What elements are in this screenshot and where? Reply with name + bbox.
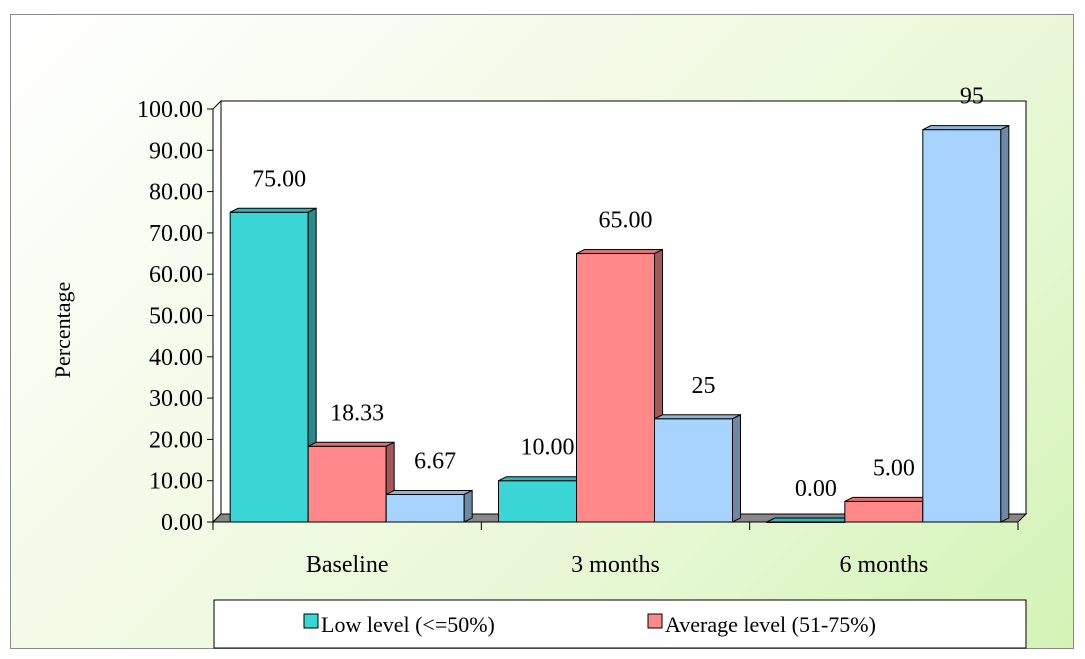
bar-front (654, 418, 733, 523)
bar (229, 207, 317, 523)
bar-top (307, 441, 395, 447)
legend: Low level (<=50%) Average level (51-75%) (213, 599, 1027, 649)
data-label: 75.00 (252, 166, 306, 192)
bar-top (922, 125, 1010, 131)
y-tick-label: 50.00 (149, 304, 203, 330)
y-tick-label: 0.00 (161, 510, 203, 536)
bar (922, 124, 1010, 523)
legend-swatch-low (303, 613, 319, 629)
bar-top (385, 489, 473, 495)
y-tick-label: 10.00 (149, 469, 203, 495)
bar-front (229, 211, 309, 523)
bar (766, 517, 854, 523)
data-labels: 75.00 18.33 6.67 10.00 65.00 25 0.00 5.00 95 (252, 84, 984, 502)
bars (229, 124, 1010, 523)
bar (844, 496, 932, 523)
data-label: 65.00 (599, 208, 653, 234)
bar-front (844, 500, 924, 523)
y-tick-label: 40.00 (149, 345, 203, 371)
data-label: 95 (960, 84, 984, 110)
data-label: 5.00 (873, 455, 915, 481)
bar (307, 441, 395, 523)
legend-entry-average: Average level (51-75%) (665, 612, 876, 637)
data-label: 18.33 (330, 400, 384, 426)
data-label: 10.00 (521, 435, 575, 461)
bar-front (385, 493, 465, 523)
bar-front (498, 480, 577, 523)
legend-swatch-average (647, 613, 663, 629)
x-category-label: Baseline (306, 552, 389, 578)
legend-box (213, 599, 1027, 649)
bar-top (654, 414, 741, 420)
data-label: 25 (692, 373, 716, 399)
y-tick-label: 30.00 (149, 386, 203, 412)
bar-top (766, 517, 854, 523)
bar-front (922, 129, 1002, 523)
bar-top (844, 496, 932, 502)
plot-side-wall (212, 99, 222, 524)
y-tick-label: 90.00 (149, 138, 203, 164)
bar-front (307, 445, 387, 523)
x-category-label: 6 months (839, 552, 928, 578)
y-tick-label: 80.00 (149, 180, 203, 206)
y-tick-label: 70.00 (149, 221, 203, 247)
y-axis-label: Percentage (50, 282, 75, 379)
y-tick-label: 60.00 (149, 262, 203, 288)
data-label: 0.00 (795, 476, 837, 502)
bar-side (463, 489, 473, 523)
y-tick-label: 100.00 (137, 97, 203, 123)
legend-entry-low: Low level (<=50%) (321, 612, 495, 637)
x-category-label: 3 months (571, 552, 660, 578)
bar-top (229, 207, 317, 213)
bar (385, 489, 473, 523)
bar-top (576, 249, 663, 255)
bar-side (732, 413, 741, 523)
bar (576, 248, 663, 523)
data-label: 6.67 (414, 448, 456, 474)
bar (654, 413, 741, 523)
bar (498, 475, 585, 523)
bar-top (498, 476, 585, 482)
y-tick-label: 20.00 (149, 427, 203, 453)
bar-front (576, 253, 655, 523)
bar-side (1000, 124, 1010, 523)
